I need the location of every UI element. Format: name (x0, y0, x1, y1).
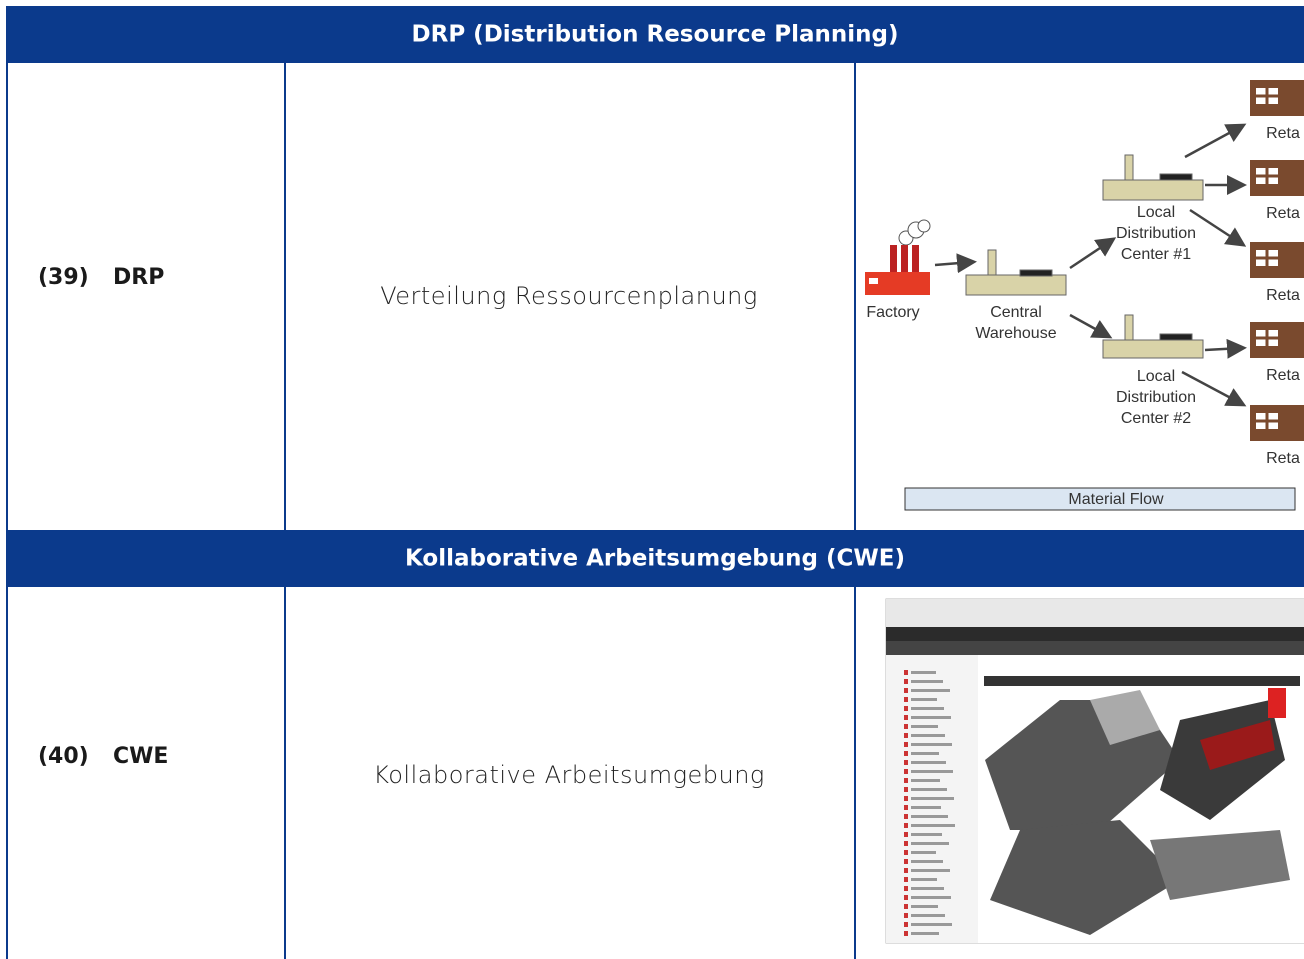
file-name (911, 869, 950, 872)
file-icon (904, 931, 908, 936)
file-icon (904, 922, 908, 927)
file-icon (904, 760, 908, 765)
file-name (911, 932, 939, 935)
file-icon (904, 706, 908, 711)
diagram-label: Reta (1266, 367, 1300, 384)
file-icon (904, 850, 908, 855)
diagram-label: Reta (1266, 205, 1300, 222)
section-header (6, 530, 1304, 587)
diagram-label: Reta (1266, 125, 1300, 142)
file-name (911, 770, 953, 773)
file-name (911, 878, 937, 881)
file-icon (904, 904, 908, 909)
section-header (6, 6, 1304, 63)
file-name (911, 698, 937, 701)
file-icon (904, 778, 908, 783)
diagram-label: Local (1137, 204, 1175, 221)
file-name (911, 824, 955, 827)
drp-diagram: Factory Central Warehouse Local Distribu… (865, 80, 1304, 511)
file-name (911, 806, 941, 809)
file-name (911, 851, 936, 854)
file-icon (904, 724, 908, 729)
file-name (911, 707, 944, 710)
file-name (911, 743, 952, 746)
diagram-label: Distribution (1116, 225, 1196, 242)
file-icon (904, 859, 908, 864)
file-name (911, 923, 952, 926)
entry-description: Kollaborative Arbeitsumgebung (373, 761, 765, 789)
diagram-label: Reta (1266, 450, 1300, 467)
file-icon (904, 895, 908, 900)
file-icon (904, 697, 908, 702)
factory-icon (865, 219, 931, 295)
diagram-label: Factory (866, 304, 919, 321)
file-icon (904, 823, 908, 828)
file-name (911, 887, 944, 890)
file-icon (904, 868, 908, 873)
file-icon (904, 670, 908, 675)
entry-number: (39) (38, 265, 89, 290)
entry-abbr: DRP (113, 265, 164, 290)
file-icon (904, 877, 908, 882)
material-flow-bar (904, 487, 1296, 511)
file-name (911, 752, 939, 755)
file-name (911, 788, 947, 791)
file-icon (904, 841, 908, 846)
flow-arrow (934, 253, 977, 274)
file-icon (904, 688, 908, 693)
retailer-icons (1250, 80, 1304, 441)
header-text: DRP (Distribution Resource Planning) (412, 22, 899, 48)
diagram-label: Distribution (1116, 389, 1196, 406)
file-name (911, 860, 943, 863)
file-name (911, 779, 940, 782)
diagram-label: Local (1137, 368, 1175, 385)
file-icon (904, 832, 908, 837)
diagram-label: Central (990, 304, 1042, 321)
file-icon (904, 805, 908, 810)
file-name (911, 734, 945, 737)
file-name (911, 671, 936, 674)
file-icon (904, 715, 908, 720)
file-name (911, 905, 938, 908)
file-icon (904, 733, 908, 738)
flow-arrows (1069, 123, 1247, 407)
file-name (911, 761, 946, 764)
file-icon (904, 913, 908, 918)
file-icon (904, 679, 908, 684)
file-name (911, 689, 950, 692)
diagram-label: Center #2 (1121, 410, 1191, 427)
file-icon (904, 769, 908, 774)
file-name (911, 896, 951, 899)
file-name (911, 914, 945, 917)
header-text: Kollaborative Arbeitsumgebung (CWE) (405, 546, 905, 572)
warehouse-icons (965, 154, 1204, 359)
file-icon (904, 814, 908, 819)
entry-number: (40) (38, 744, 89, 769)
file-name (911, 680, 943, 683)
diagram-label: Material Flow (1068, 491, 1164, 508)
file-icon (904, 751, 908, 756)
file-icon (904, 796, 908, 801)
diagram-label: Warehouse (975, 325, 1056, 342)
diagram-label: Reta (1266, 287, 1300, 304)
file-name (911, 815, 948, 818)
file-name (911, 842, 949, 845)
file-name (911, 797, 954, 800)
file-name (911, 833, 942, 836)
entry-description: Verteilung Ressourcenplanung (380, 282, 758, 310)
cwe-screenshot (885, 598, 1304, 944)
file-icon (904, 742, 908, 747)
file-icon (904, 886, 908, 891)
entry-abbr: CWE (113, 744, 168, 769)
table-borders (6, 63, 856, 959)
file-icon (904, 787, 908, 792)
file-name (911, 725, 938, 728)
file-name (911, 716, 951, 719)
diagram-label: Center #1 (1121, 246, 1191, 263)
